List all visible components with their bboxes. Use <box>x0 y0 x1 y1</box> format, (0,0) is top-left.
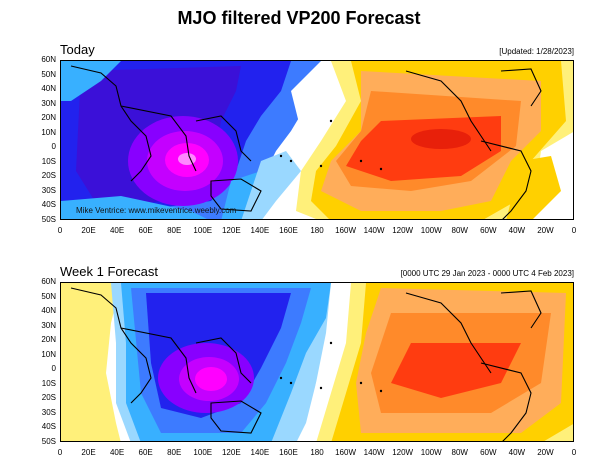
longitude-label: 140E <box>250 226 270 235</box>
latitude-label: 40S <box>41 200 56 210</box>
latitude-label: 30S <box>41 407 56 417</box>
longitude-label: 0 <box>57 448 63 457</box>
longitude-label: 160W <box>335 226 356 235</box>
latitude-label: 50N <box>41 291 56 301</box>
latitude-label: 10S <box>41 378 56 388</box>
longitude-label: 120W <box>392 448 414 457</box>
latitude-label: 40N <box>41 84 56 94</box>
latitude-label: 0 <box>51 142 56 152</box>
map-frame <box>60 60 574 220</box>
longitude-label: 160W <box>335 448 356 457</box>
latitude-label: 30N <box>41 98 56 108</box>
latitude-label: 20N <box>41 335 56 345</box>
longitude-label: 100W <box>420 448 442 457</box>
panel-title: Today <box>60 42 95 57</box>
longitude-label: 80E <box>167 226 182 235</box>
latitude-label: 30N <box>41 320 56 330</box>
longitude-label: 0 <box>57 226 63 235</box>
longitude-label: 20W <box>537 226 554 235</box>
latitude-label: 10N <box>41 127 56 137</box>
longitude-label: 20E <box>81 226 96 235</box>
longitude-label: 60E <box>138 448 153 457</box>
longitude-label: 120E <box>221 226 241 235</box>
longitude-label: 160E <box>279 226 298 235</box>
map-frame <box>60 282 574 442</box>
latitude-label: 50S <box>41 215 56 224</box>
vp200-anomaly-map <box>61 61 573 219</box>
longitude-label: 160E <box>279 448 298 457</box>
longitude-label: 40E <box>109 226 125 235</box>
longitude-label: 40E <box>109 448 125 457</box>
latitude-label: 60N <box>41 277 56 286</box>
longitude-label: 40W <box>508 448 526 457</box>
longitude-label: 0 <box>571 226 577 235</box>
longitude-label: 140W <box>363 226 385 235</box>
longitude-label: 100W <box>420 226 442 235</box>
longitude-label: 140E <box>250 448 270 457</box>
longitude-label: 60W <box>480 226 497 235</box>
latitude-label: 20S <box>41 393 56 403</box>
longitude-label: 100E <box>193 226 213 235</box>
longitude-label: 0 <box>571 448 577 457</box>
panel-title: Week 1 Forecast <box>60 264 159 279</box>
longitude-label: 120E <box>221 448 241 457</box>
latitude-label: 10S <box>41 156 56 166</box>
latitude-label: 50S <box>41 437 56 446</box>
latitude-label: 30S <box>41 185 56 195</box>
vp200-anomaly-map <box>61 283 573 441</box>
latitude-label: 50N <box>41 69 56 79</box>
longitude-label: 80W <box>451 448 468 457</box>
longitude-label: 120W <box>392 226 414 235</box>
latitude-label: 60N <box>41 55 56 64</box>
watermark-credit: Mike Ventrice: www.mikeventrice.weebly.c… <box>76 206 237 215</box>
longitude-label: 140W <box>363 448 385 457</box>
panel-today: Today [Updated: 1/28/2023] <box>0 40 598 240</box>
latitude-label: 0 <box>51 364 56 374</box>
longitude-label: 20W <box>537 448 554 457</box>
longitude-label: 20E <box>81 448 96 457</box>
longitude-label: 80E <box>167 448 182 457</box>
latitude-label: 10N <box>41 349 56 359</box>
panel-date-range-label: [0000 UTC 29 Jan 2023 - 0000 UTC 4 Feb 2… <box>400 269 574 278</box>
longitude-label: 100E <box>193 448 213 457</box>
longitude-label: 80W <box>451 226 468 235</box>
panel-week-1-forecast: Week 1 Forecast [0000 UTC 29 Jan 2023 - … <box>0 262 598 462</box>
longitude-label: 40W <box>508 226 526 235</box>
panel-updated-label: [Updated: 1/28/2023] <box>499 47 574 56</box>
latitude-label: 20N <box>41 113 56 123</box>
map-title: MJO filtered VP200 Forecast <box>177 8 421 28</box>
longitude-label: 60E <box>138 226 153 235</box>
latitude-label: 40S <box>41 422 56 432</box>
longitude-label: 180 <box>310 448 324 457</box>
longitude-label: 180 <box>310 226 324 235</box>
latitude-label: 40N <box>41 306 56 316</box>
longitude-label: 60W <box>480 448 497 457</box>
latitude-label: 20S <box>41 171 56 181</box>
